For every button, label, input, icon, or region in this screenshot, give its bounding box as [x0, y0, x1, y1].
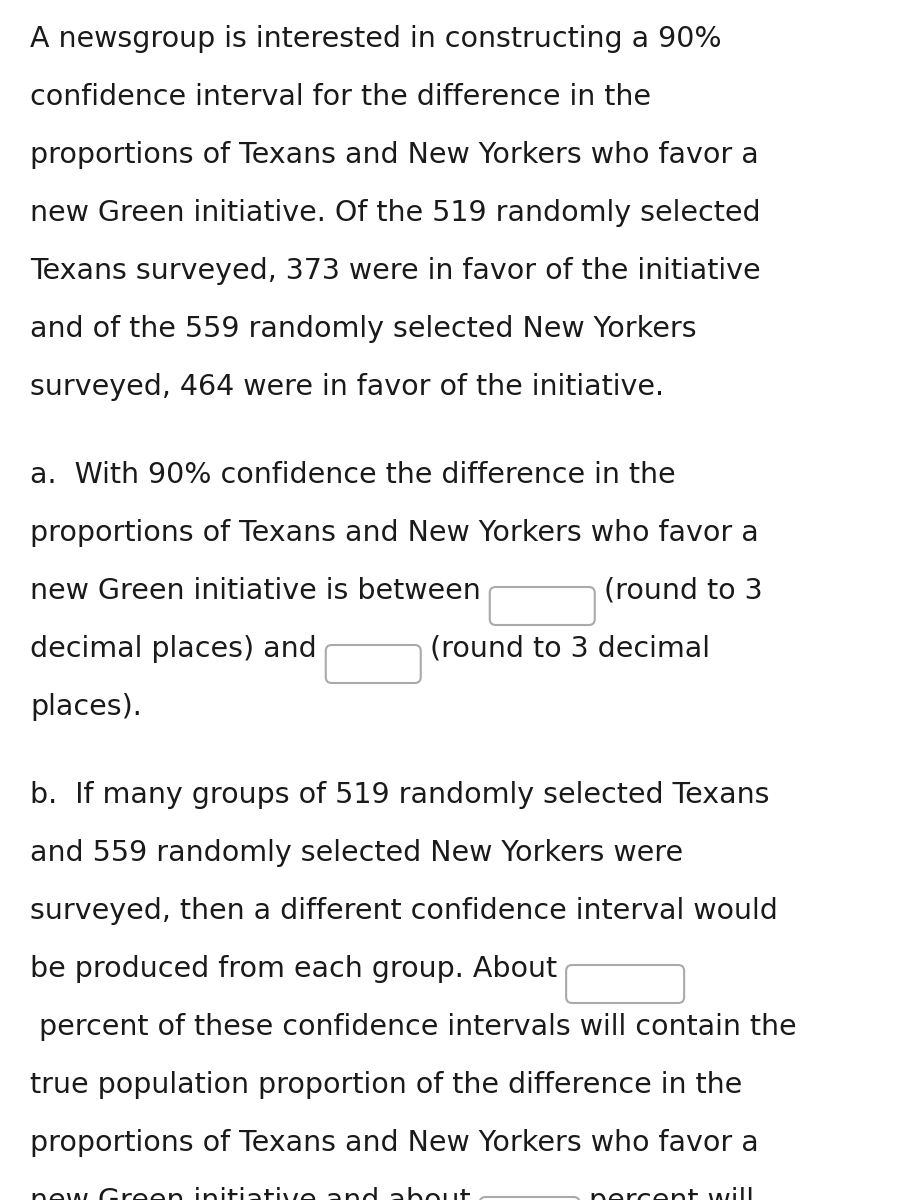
- Text: places).: places).: [30, 692, 142, 721]
- Text: new Green initiative. Of the 519 randomly selected: new Green initiative. Of the 519 randoml…: [30, 199, 761, 227]
- Text: percent will: percent will: [579, 1187, 753, 1200]
- Text: proportions of Texans and New Yorkers who favor a: proportions of Texans and New Yorkers wh…: [30, 140, 759, 169]
- Text: new Green initiative is between: new Green initiative is between: [30, 577, 490, 605]
- Text: (round to 3: (round to 3: [595, 577, 763, 605]
- Text: A newsgroup is interested in constructing a 90%: A newsgroup is interested in constructin…: [30, 25, 722, 53]
- Text: be produced from each group. About: be produced from each group. About: [30, 955, 566, 983]
- Text: proportions of Texans and New Yorkers who favor a: proportions of Texans and New Yorkers wh…: [30, 1129, 759, 1157]
- Text: new Green initiative and about: new Green initiative and about: [30, 1187, 479, 1200]
- Text: Texans surveyed, 373 were in favor of the initiative: Texans surveyed, 373 were in favor of th…: [30, 257, 761, 284]
- Text: surveyed, then a different confidence interval would: surveyed, then a different confidence in…: [30, 898, 778, 925]
- Text: a.  With 90% confidence the difference in the: a. With 90% confidence the difference in…: [30, 461, 676, 490]
- FancyBboxPatch shape: [326, 646, 421, 683]
- FancyBboxPatch shape: [490, 587, 595, 625]
- FancyBboxPatch shape: [566, 965, 684, 1003]
- Text: and of the 559 randomly selected New Yorkers: and of the 559 randomly selected New Yor…: [30, 314, 697, 343]
- Text: percent of these confidence intervals will contain the: percent of these confidence intervals wi…: [30, 1013, 796, 1040]
- Text: surveyed, 464 were in favor of the initiative.: surveyed, 464 were in favor of the initi…: [30, 373, 664, 401]
- Text: (round to 3 decimal: (round to 3 decimal: [421, 635, 710, 662]
- Text: and 559 randomly selected New Yorkers were: and 559 randomly selected New Yorkers we…: [30, 839, 683, 866]
- Text: decimal places) and: decimal places) and: [30, 635, 326, 662]
- Text: proportions of Texans and New Yorkers who favor a: proportions of Texans and New Yorkers wh…: [30, 518, 759, 547]
- Text: b.  If many groups of 519 randomly selected Texans: b. If many groups of 519 randomly select…: [30, 781, 770, 809]
- Text: true population proportion of the difference in the: true population proportion of the differ…: [30, 1070, 742, 1099]
- FancyBboxPatch shape: [479, 1198, 579, 1200]
- Text: confidence interval for the difference in the: confidence interval for the difference i…: [30, 83, 651, 110]
